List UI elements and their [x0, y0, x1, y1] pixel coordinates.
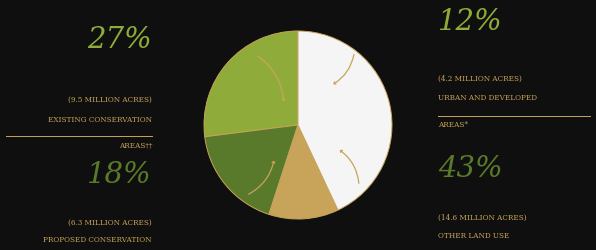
Text: EXISTING CONSERVATION: EXISTING CONSERVATION [48, 116, 152, 124]
Text: 12%: 12% [438, 8, 502, 36]
Text: AREAS††: AREAS†† [119, 141, 152, 149]
Text: (4.2 MILLION ACRES): (4.2 MILLION ACRES) [438, 75, 522, 83]
Text: PROPOSED CONSERVATION: PROPOSED CONSERVATION [44, 236, 152, 244]
Text: (9.5 MILLION ACRES): (9.5 MILLION ACRES) [68, 96, 152, 104]
Text: AREAS*: AREAS* [438, 121, 468, 129]
Text: (6.3 MILLION ACRES): (6.3 MILLION ACRES) [68, 219, 152, 227]
Text: 27%: 27% [88, 26, 152, 54]
Text: OTHER LAND USE: OTHER LAND USE [438, 232, 510, 240]
Wedge shape [205, 125, 298, 214]
Wedge shape [204, 31, 298, 137]
Wedge shape [269, 125, 338, 219]
Text: URBAN AND DEVELOPED: URBAN AND DEVELOPED [438, 94, 537, 102]
Text: 18%: 18% [88, 161, 152, 189]
Wedge shape [298, 31, 392, 210]
Text: 43%: 43% [438, 155, 502, 183]
Text: (14.6 MILLION ACRES): (14.6 MILLION ACRES) [438, 214, 527, 222]
